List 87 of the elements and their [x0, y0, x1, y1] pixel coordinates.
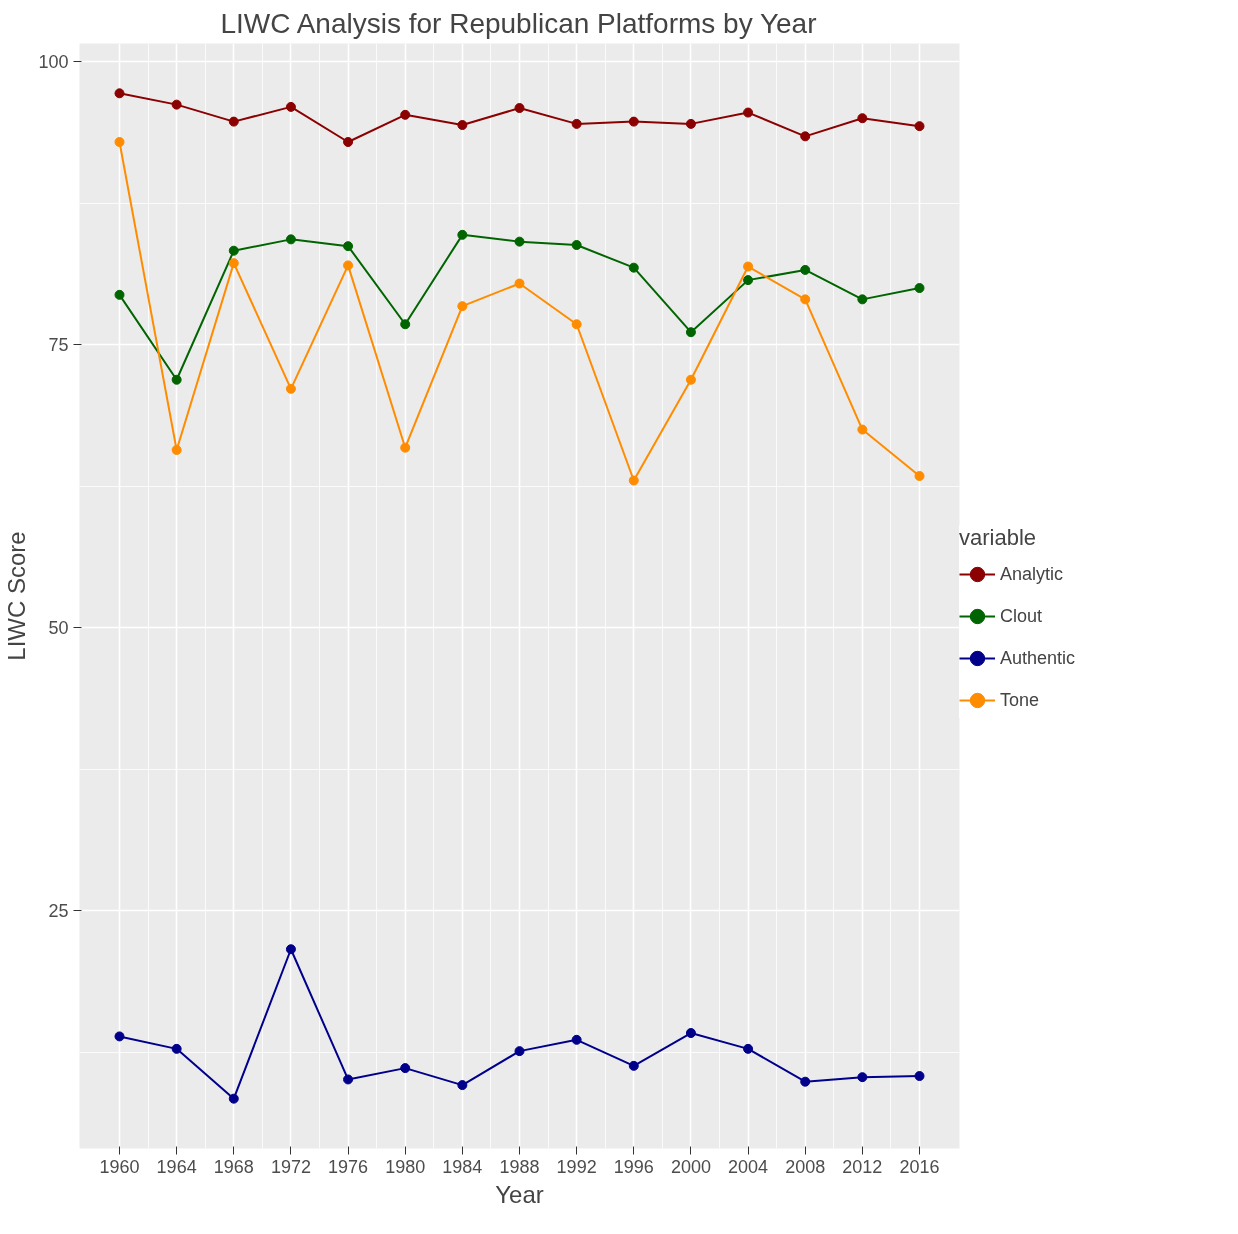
legend-label: Clout [1000, 605, 1043, 627]
point [171, 99, 182, 110]
x-tick-label: 2000 [670, 1156, 711, 1177]
point [685, 1028, 696, 1039]
x-tick-label: 1984 [442, 1156, 483, 1177]
x-tick-label: 2008 [785, 1156, 826, 1177]
point [285, 234, 296, 245]
point [571, 1034, 582, 1045]
point [914, 1071, 925, 1082]
point [343, 260, 354, 271]
point [914, 471, 925, 481]
point [457, 1080, 468, 1091]
point [800, 294, 811, 305]
legend-label: Tone [1000, 689, 1040, 711]
y-tick-label: 25 [48, 901, 69, 922]
x-tick-label: 1976 [328, 1156, 369, 1177]
point [171, 374, 182, 385]
point [743, 275, 754, 286]
point [285, 383, 296, 394]
point [857, 424, 868, 435]
x-axis-title: Year [495, 1180, 544, 1208]
x-tick-label: 2016 [899, 1156, 940, 1177]
point [171, 1043, 182, 1054]
point [228, 258, 239, 269]
point [628, 262, 639, 273]
point [228, 1093, 239, 1104]
point [571, 240, 582, 251]
point [457, 301, 468, 312]
x-tick-label: 1964 [156, 1156, 197, 1177]
point [514, 236, 525, 247]
legend-title: variable [959, 525, 1038, 551]
x-tick-label: 2012 [842, 1156, 883, 1177]
x-tick-label: 2004 [728, 1156, 769, 1177]
legend-label: Authentic [1000, 647, 1076, 669]
point [628, 1060, 639, 1071]
point [685, 327, 696, 338]
point [228, 116, 239, 127]
point [343, 1074, 354, 1085]
point [914, 283, 925, 294]
point [400, 319, 411, 330]
y-tick-label: 100 [38, 52, 69, 73]
point [857, 294, 868, 305]
point [114, 1031, 125, 1042]
point [685, 374, 696, 385]
point [628, 475, 639, 486]
x-tick-label: 1996 [613, 1156, 654, 1177]
point [514, 1046, 525, 1057]
x-tick-label: 1972 [270, 1156, 311, 1177]
point [685, 118, 696, 129]
point [285, 944, 296, 955]
point [514, 103, 525, 114]
point [400, 442, 411, 453]
y-tick-label: 75 [48, 335, 69, 356]
x-tick-label: 1960 [99, 1156, 140, 1177]
legend-label: Analytic [1000, 563, 1064, 585]
point [171, 444, 182, 455]
point [628, 116, 639, 127]
point [343, 137, 354, 147]
point [114, 88, 125, 99]
point [114, 289, 125, 300]
point [857, 1072, 868, 1083]
point [228, 245, 239, 256]
x-tick-label: 1968 [213, 1156, 254, 1177]
point [800, 1076, 811, 1087]
chart-title: LIWC Analysis for Republican Platforms by Year [220, 7, 817, 39]
point [743, 261, 754, 272]
x-tick-label: 1980 [385, 1156, 426, 1177]
point [114, 137, 125, 147]
x-tick-label: 1988 [499, 1156, 540, 1177]
point [343, 241, 354, 252]
point [285, 101, 296, 112]
point [857, 113, 868, 124]
point [400, 1063, 411, 1074]
point [514, 278, 525, 289]
point [571, 118, 582, 129]
point [800, 264, 811, 275]
point [743, 1043, 754, 1054]
y-axis-title: LIWC Score [3, 531, 31, 661]
point [914, 121, 925, 132]
point [400, 109, 411, 120]
x-tick-label: 1992 [556, 1156, 597, 1177]
point [457, 120, 468, 131]
point [743, 107, 754, 118]
y-tick-label: 50 [48, 618, 69, 639]
point [571, 319, 582, 330]
point [457, 229, 468, 240]
point [800, 131, 811, 142]
